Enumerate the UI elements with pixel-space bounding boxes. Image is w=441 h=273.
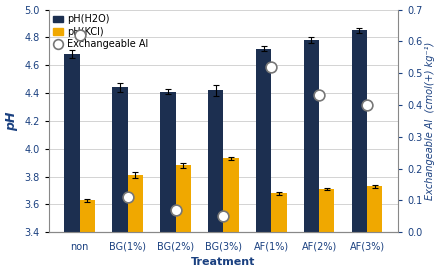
Bar [80, 200, 95, 232]
Y-axis label: pH: pH [6, 111, 19, 130]
Bar [127, 175, 143, 232]
Exchangeable Al [220, 214, 227, 218]
Bar [304, 40, 319, 232]
Exchangeable Al [363, 103, 370, 107]
Bar [256, 49, 271, 232]
Bar [208, 90, 224, 232]
X-axis label: Treatment: Treatment [191, 257, 256, 268]
Bar [112, 87, 127, 232]
Exchangeable Al [316, 93, 323, 98]
Exchangeable Al [172, 208, 179, 212]
Exchangeable Al [268, 65, 275, 69]
Bar [176, 165, 191, 232]
Bar [319, 189, 334, 232]
Bar [224, 158, 239, 232]
Bar [367, 186, 382, 232]
Exchangeable Al [124, 195, 131, 199]
Bar [64, 54, 80, 232]
Exchangeable Al [76, 33, 83, 37]
Bar [160, 92, 176, 232]
Bar [352, 30, 367, 232]
Bar [271, 193, 287, 232]
Legend: pH(H2O), pH(KCl), Exchangeable Al: pH(H2O), pH(KCl), Exchangeable Al [52, 13, 150, 51]
Y-axis label: Exchangeable Al  (cmol(+) kg⁻¹): Exchangeable Al (cmol(+) kg⁻¹) [426, 42, 435, 200]
